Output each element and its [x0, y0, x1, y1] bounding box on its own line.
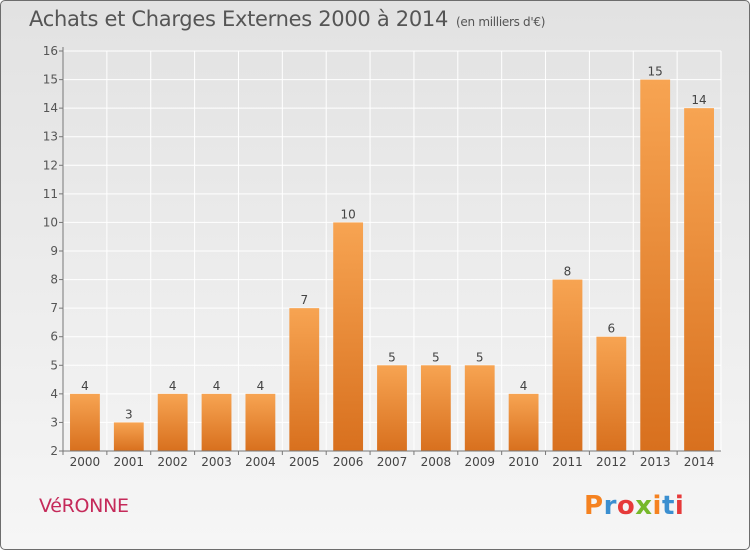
x-tick-label: 2007: [377, 455, 408, 469]
x-tick-label: 2010: [508, 455, 539, 469]
bar: [157, 393, 188, 451]
x-tick-label: 2013: [640, 455, 671, 469]
bar: [70, 393, 100, 451]
bar: [420, 365, 451, 451]
x-tick-label: 2006: [333, 455, 364, 469]
data-label: 4: [257, 379, 265, 393]
x-tick-label: 2012: [596, 455, 627, 469]
x-tick-label: 2008: [421, 455, 452, 469]
data-label: 10: [340, 207, 355, 221]
logo-letter: P: [584, 491, 604, 521]
data-label: 4: [169, 379, 177, 393]
chart-title-text: Achats et Charges Externes 2000 à 2014: [29, 7, 449, 31]
bar: [289, 308, 320, 451]
bar: [245, 393, 276, 451]
bar: [596, 336, 627, 451]
bar: [201, 393, 232, 451]
data-label: 4: [520, 379, 528, 393]
y-tick-label: 16: [43, 44, 58, 58]
logo-letter: t: [661, 491, 675, 521]
bar: [552, 279, 583, 451]
chart-subtitle: (en milliers d'€): [456, 15, 546, 29]
bar: [464, 365, 495, 451]
y-tick-label: 11: [43, 187, 58, 201]
x-tick-label: 2009: [464, 455, 495, 469]
bar: [684, 108, 714, 452]
data-label: 4: [81, 379, 89, 393]
y-tick-label: 6: [50, 330, 58, 344]
bar: [640, 79, 671, 452]
data-label: 8: [564, 265, 572, 279]
y-tick-label: 15: [43, 73, 58, 87]
bar: [508, 393, 539, 451]
y-tick-label: 3: [50, 415, 58, 429]
y-tick-label: 7: [50, 301, 58, 315]
data-label: 7: [300, 293, 308, 307]
bars: 4 3 4 4 4 7 10 5 5 5 4 8 6 15 14: [70, 65, 714, 452]
bar: [377, 365, 407, 451]
x-tick-label: 2000: [70, 455, 101, 469]
x-tick-label: 2004: [245, 455, 276, 469]
y-tick-label: 4: [50, 387, 58, 401]
logo-letter: x: [635, 491, 653, 521]
x-tick-label: 2003: [201, 455, 232, 469]
data-label: 5: [476, 350, 484, 364]
y-tick-label: 9: [50, 244, 58, 258]
logo-letter: o: [616, 491, 636, 521]
data-label: 6: [608, 322, 616, 336]
logo-letter: i: [652, 491, 662, 521]
x-tick-label: 2002: [157, 455, 188, 469]
x-tick-label: 2011: [552, 455, 583, 469]
y-tick-label: 10: [43, 215, 58, 229]
proxiti-logo[interactable]: Proxiti: [584, 491, 684, 521]
data-label: 14: [691, 93, 706, 107]
bar: [113, 422, 144, 451]
x-tick-label: 2005: [289, 455, 320, 469]
data-label: 4: [213, 379, 221, 393]
logo-letter: r: [603, 491, 617, 521]
data-label: 5: [388, 350, 396, 364]
y-tick-label: 13: [43, 130, 58, 144]
chart-title: Achats et Charges Externes 2000 à 2014 (e…: [29, 7, 545, 31]
bar: [333, 222, 364, 451]
y-tick-label: 12: [43, 158, 58, 172]
y-tick-label: 2: [50, 444, 58, 458]
y-tick-label: 8: [50, 273, 58, 287]
x-tick-label: 2001: [114, 455, 145, 469]
data-label: 15: [648, 65, 663, 79]
y-tick-label: 5: [50, 358, 58, 372]
commune-name: VéRONNE: [39, 495, 129, 517]
y-tick-label: 14: [43, 101, 58, 115]
data-label: 3: [125, 407, 133, 421]
data-label: 5: [432, 350, 440, 364]
axes: 2 3 4 5 6 7 8 9 10 11 12 13 14 15 16 2000 2001 2002 2003 20…: [43, 44, 721, 469]
logo-letter: i: [674, 491, 685, 521]
x-tick-label: 2014: [684, 455, 715, 469]
